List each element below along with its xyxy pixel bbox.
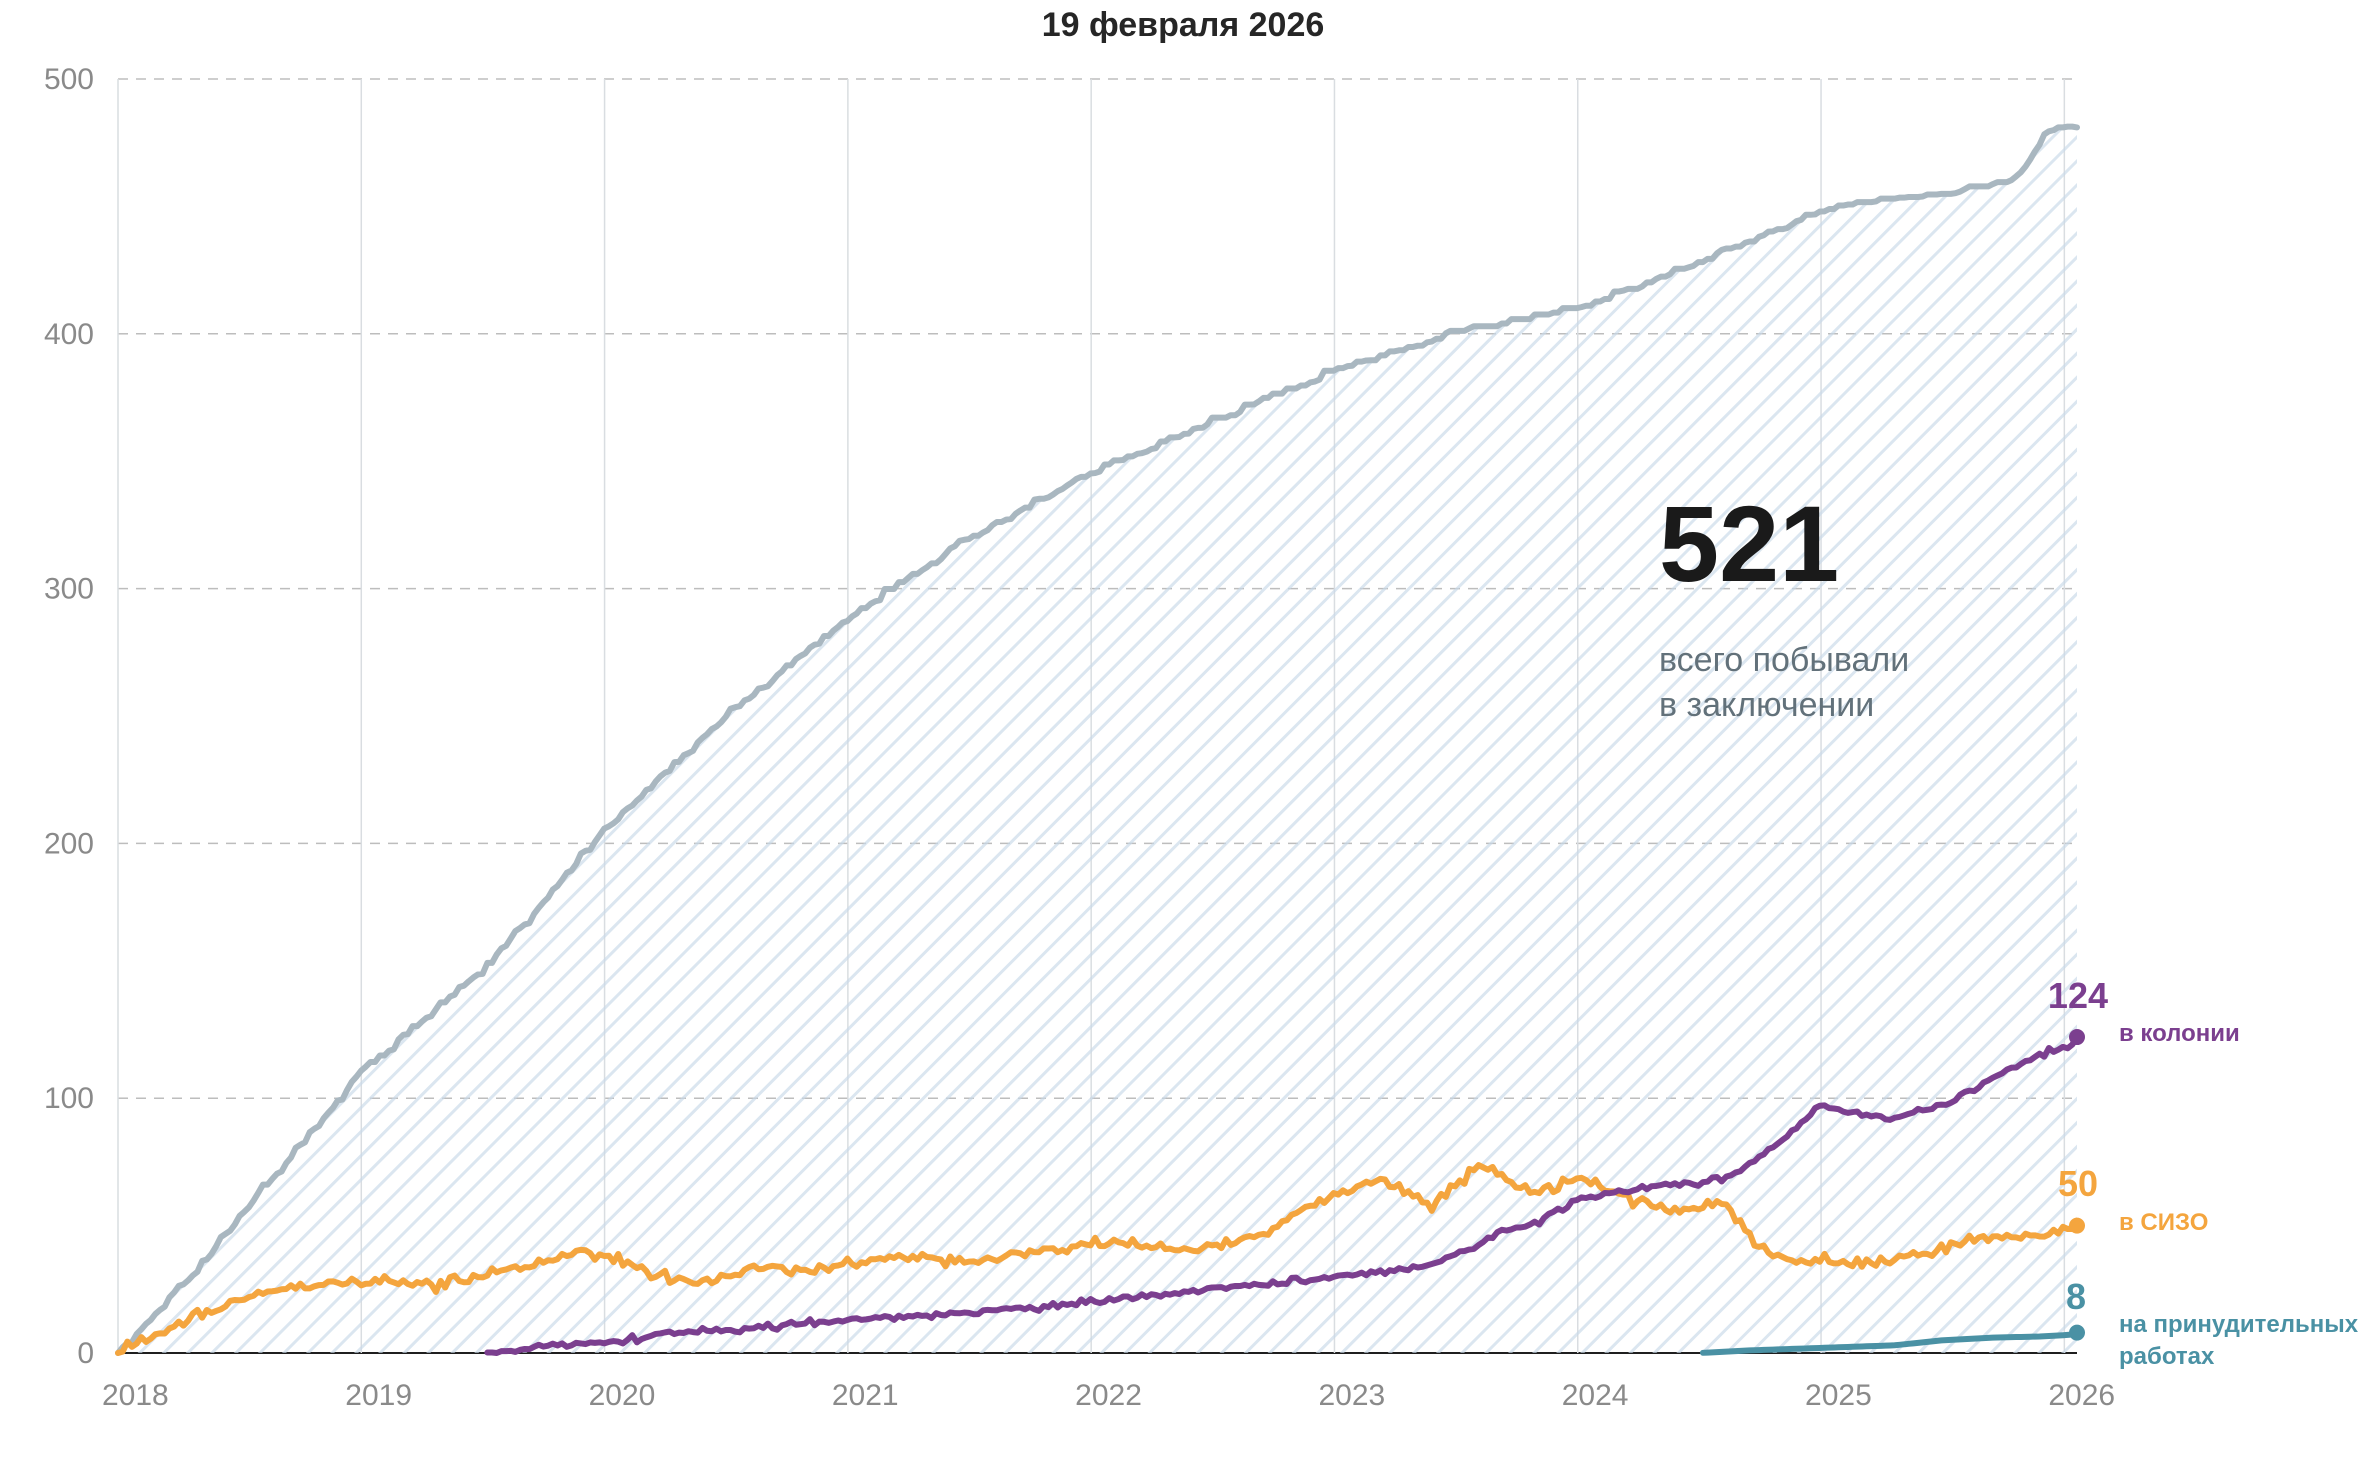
svg-text:2023: 2023	[1318, 1379, 1385, 1412]
svg-text:400: 400	[44, 318, 94, 351]
svg-text:0: 0	[77, 1337, 94, 1370]
svg-text:2021: 2021	[832, 1379, 899, 1412]
svg-text:2018: 2018	[102, 1379, 169, 1412]
svg-text:2024: 2024	[1562, 1379, 1629, 1412]
svg-text:100: 100	[44, 1082, 94, 1115]
svg-text:2025: 2025	[1805, 1379, 1872, 1412]
svg-text:2026: 2026	[2048, 1379, 2115, 1412]
svg-text:2019: 2019	[345, 1379, 412, 1412]
svg-text:200: 200	[44, 827, 94, 860]
svg-text:500: 500	[44, 63, 94, 96]
svg-text:2020: 2020	[589, 1379, 656, 1412]
svg-text:300: 300	[44, 573, 94, 606]
svg-text:2022: 2022	[1075, 1379, 1142, 1412]
